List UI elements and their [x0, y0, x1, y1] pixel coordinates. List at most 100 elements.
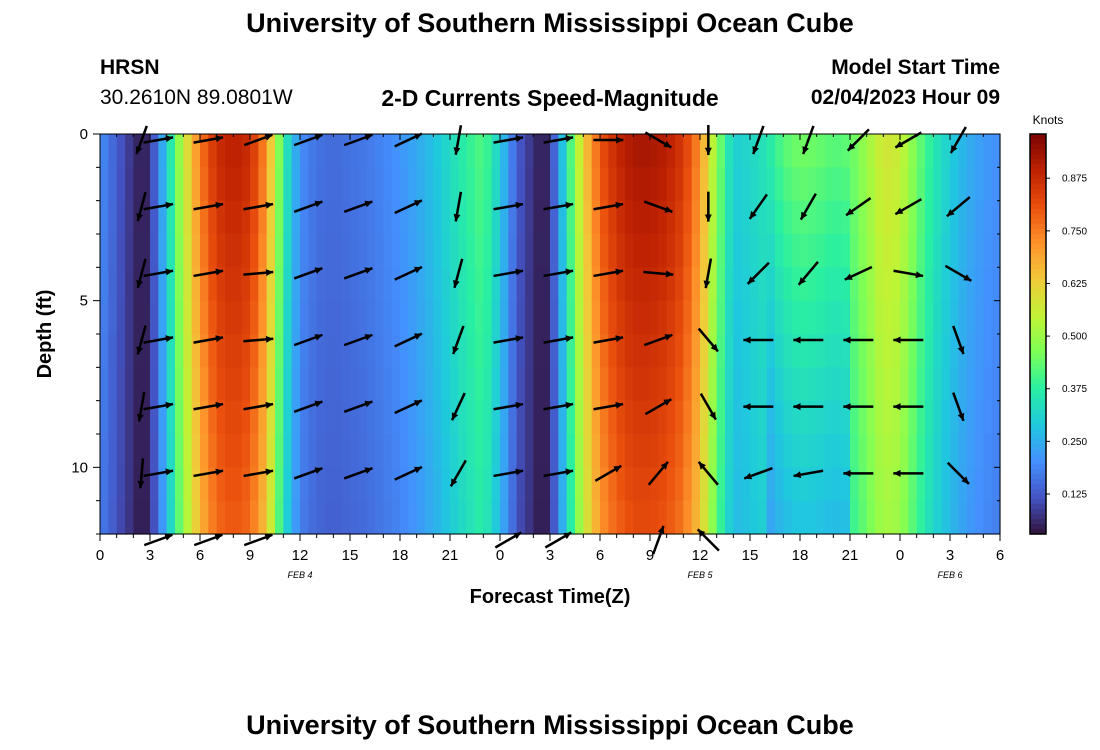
heat-cell [758, 134, 768, 168]
heat-cell [941, 334, 951, 368]
heat-cell [191, 367, 201, 402]
heat-cell [791, 200, 801, 235]
heat-cell [341, 500, 351, 535]
heat-cell [808, 434, 818, 468]
colorbar-cell [1030, 394, 1046, 400]
heat-cell [833, 500, 843, 535]
heat-cell [125, 367, 134, 402]
current-vector-head [893, 469, 901, 477]
heat-cell [641, 434, 651, 468]
heat-cell [575, 500, 584, 535]
heat-cell [758, 400, 768, 435]
heat-cell [583, 467, 593, 502]
heat-cell [441, 334, 451, 368]
heat-cell [133, 434, 143, 468]
heat-cell [516, 200, 526, 235]
heat-cell [108, 467, 118, 502]
heat-cell [791, 334, 801, 368]
heat-cell [108, 234, 118, 268]
heat-cell [766, 367, 776, 402]
heat-cell [933, 167, 943, 202]
heat-cell [750, 467, 759, 502]
heat-cell [641, 500, 651, 535]
colorbar-cell [1030, 284, 1046, 290]
heat-cell [416, 334, 426, 368]
heat-cell [675, 300, 684, 335]
current-vector-head [665, 270, 674, 278]
heat-cell [458, 134, 468, 168]
heat-cell [500, 134, 509, 168]
heat-cell [591, 367, 601, 402]
heat-cell [408, 167, 418, 202]
heat-cell [641, 334, 651, 368]
heat-cell [666, 300, 676, 335]
heat-cell [891, 267, 901, 302]
heat-cell [433, 200, 443, 235]
colorbar-cell [1030, 289, 1046, 295]
heat-cell [391, 367, 401, 402]
heat-cell [458, 234, 468, 268]
current-vector-head [703, 280, 711, 289]
heat-cell [933, 467, 943, 502]
heat-cell [766, 500, 776, 535]
heat-cell [875, 334, 884, 368]
heat-cell [833, 134, 843, 168]
x-tick-label: 15 [742, 547, 759, 564]
colorbar-tick-label: 0.750 [1062, 226, 1087, 237]
colorbar-cell [1030, 384, 1046, 390]
heat-cell [166, 167, 176, 202]
heat-cell [408, 400, 418, 435]
heat-cell [241, 234, 251, 268]
heat-cell [891, 434, 901, 468]
current-vector-head [709, 411, 716, 420]
heat-cell [741, 400, 751, 435]
colorbar-cell [1030, 409, 1046, 415]
heat-cell [400, 434, 409, 468]
heat-cell [733, 167, 743, 202]
current-vector-head [413, 400, 422, 407]
heat-cell [516, 500, 526, 535]
heat-cell [850, 367, 859, 402]
heat-cell [850, 300, 859, 335]
heat-cell [508, 200, 518, 235]
heat-cell [975, 334, 984, 368]
heat-cell [783, 434, 793, 468]
heat-cell [400, 134, 409, 168]
heat-cell [425, 500, 434, 535]
heat-cell [866, 500, 876, 535]
heat-cell [758, 334, 768, 368]
heat-cell [275, 200, 284, 235]
heat-cell [558, 334, 568, 368]
heat-cell [483, 300, 493, 335]
current-vector-head [793, 471, 802, 479]
heat-cell [308, 300, 318, 335]
heat-cell [691, 434, 701, 468]
heat-cell [491, 500, 501, 535]
heat-cell [200, 400, 209, 435]
heat-cell [458, 267, 468, 302]
heat-cell [691, 400, 701, 435]
date-label: FEB 4 [287, 570, 312, 580]
heat-cell [316, 400, 326, 435]
heat-cell [375, 134, 384, 168]
heat-cell [508, 434, 518, 468]
heat-cell [591, 200, 601, 235]
current-vector-head [265, 269, 274, 277]
heat-cell [966, 167, 976, 202]
heat-cell [850, 267, 859, 302]
heat-cell [491, 267, 501, 302]
heat-cell [258, 434, 268, 468]
heat-cell [858, 200, 868, 235]
heat-cell [575, 400, 584, 435]
heat-cell [916, 300, 926, 335]
heat-cell [500, 367, 509, 402]
colorbar-cell [1030, 404, 1046, 410]
heat-cell [775, 334, 784, 368]
heat-cell [291, 267, 301, 302]
heat-cell [383, 267, 393, 302]
heat-cell [566, 500, 576, 535]
heat-cell [808, 234, 818, 268]
heat-cell [625, 334, 634, 368]
heat-cell [616, 367, 626, 402]
heat-cell [908, 167, 918, 202]
